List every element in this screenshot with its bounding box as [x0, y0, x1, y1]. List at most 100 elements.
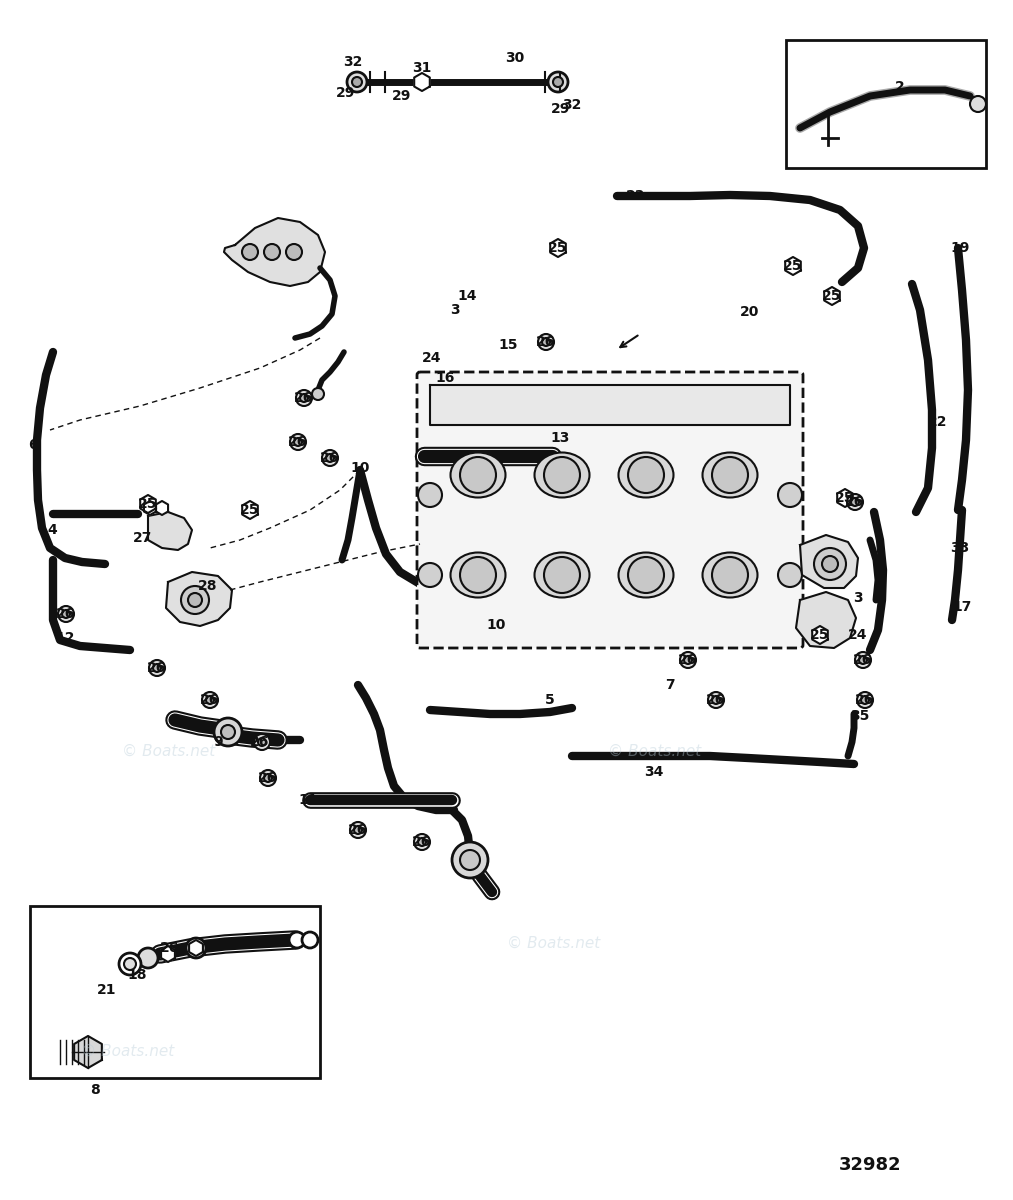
- Polygon shape: [161, 946, 175, 962]
- Circle shape: [350, 822, 366, 838]
- Circle shape: [708, 692, 724, 708]
- Ellipse shape: [451, 452, 505, 498]
- Circle shape: [138, 948, 158, 968]
- Text: 23: 23: [626, 188, 645, 203]
- Text: 25: 25: [836, 491, 855, 505]
- Text: 26: 26: [320, 451, 339, 464]
- Text: 26: 26: [706, 692, 725, 707]
- Text: 5: 5: [545, 692, 555, 707]
- Text: 29: 29: [392, 89, 411, 103]
- Polygon shape: [550, 239, 566, 257]
- Text: 30: 30: [505, 50, 525, 65]
- Text: 27: 27: [134, 530, 153, 545]
- Text: 18: 18: [128, 968, 147, 982]
- Circle shape: [62, 610, 70, 618]
- Text: 2: 2: [895, 80, 905, 94]
- Text: 26: 26: [201, 692, 220, 707]
- Text: 24: 24: [422, 350, 442, 365]
- Circle shape: [254, 734, 270, 750]
- Circle shape: [553, 77, 563, 86]
- Text: 7: 7: [666, 678, 675, 692]
- Text: 17: 17: [952, 600, 971, 614]
- Text: 4: 4: [48, 523, 57, 538]
- Text: 26: 26: [57, 607, 76, 622]
- Text: 29: 29: [336, 86, 356, 100]
- Circle shape: [260, 770, 276, 786]
- Text: 13: 13: [550, 431, 569, 445]
- Text: 24: 24: [848, 628, 868, 642]
- Circle shape: [149, 660, 165, 676]
- Text: 26: 26: [250, 734, 269, 749]
- Circle shape: [418, 838, 426, 846]
- Text: 29: 29: [551, 102, 570, 116]
- Circle shape: [414, 834, 430, 850]
- Circle shape: [851, 498, 859, 506]
- Polygon shape: [156, 502, 168, 515]
- Ellipse shape: [535, 452, 590, 498]
- Circle shape: [680, 652, 696, 668]
- Polygon shape: [148, 512, 192, 550]
- Text: 10: 10: [350, 461, 370, 475]
- Polygon shape: [812, 626, 828, 644]
- Text: 20: 20: [741, 305, 760, 319]
- Polygon shape: [414, 73, 430, 91]
- Circle shape: [322, 450, 338, 466]
- Circle shape: [206, 696, 214, 704]
- Circle shape: [538, 334, 554, 350]
- Text: 16: 16: [436, 371, 455, 385]
- Text: 6: 6: [28, 438, 37, 452]
- Circle shape: [221, 725, 235, 739]
- Polygon shape: [796, 592, 856, 648]
- Circle shape: [58, 606, 74, 622]
- Circle shape: [290, 434, 306, 450]
- Text: 31: 31: [412, 61, 432, 74]
- Ellipse shape: [535, 552, 590, 598]
- Circle shape: [814, 548, 846, 580]
- Ellipse shape: [702, 552, 758, 598]
- Circle shape: [418, 482, 442, 506]
- Circle shape: [119, 953, 141, 974]
- Text: 26: 26: [295, 391, 314, 404]
- Circle shape: [162, 940, 178, 956]
- Text: © Boats.net: © Boats.net: [122, 744, 215, 758]
- Text: 26: 26: [679, 653, 698, 667]
- Circle shape: [548, 72, 568, 92]
- Circle shape: [855, 652, 871, 668]
- Circle shape: [778, 563, 802, 587]
- Circle shape: [712, 457, 748, 493]
- Text: © Boats.net: © Boats.net: [81, 1044, 174, 1058]
- Circle shape: [452, 842, 488, 878]
- Circle shape: [861, 696, 869, 704]
- Circle shape: [312, 388, 324, 400]
- Polygon shape: [166, 572, 232, 626]
- Circle shape: [264, 774, 272, 782]
- Circle shape: [289, 932, 305, 948]
- Circle shape: [296, 390, 312, 406]
- Circle shape: [294, 438, 302, 446]
- Circle shape: [186, 938, 206, 958]
- Text: 1: 1: [875, 548, 885, 562]
- Text: 22: 22: [928, 415, 948, 428]
- Text: 32982: 32982: [839, 1156, 902, 1174]
- Polygon shape: [430, 385, 790, 425]
- Circle shape: [124, 958, 136, 970]
- Text: 25: 25: [138, 497, 158, 511]
- Text: 26: 26: [258, 770, 278, 785]
- Text: 26: 26: [855, 692, 874, 707]
- Text: 25: 25: [810, 628, 830, 642]
- Text: 26: 26: [845, 494, 865, 509]
- Circle shape: [188, 593, 202, 607]
- Circle shape: [712, 696, 720, 704]
- Circle shape: [822, 556, 838, 572]
- Polygon shape: [800, 535, 858, 588]
- Circle shape: [326, 454, 334, 462]
- Polygon shape: [242, 502, 257, 518]
- Polygon shape: [189, 940, 203, 956]
- Text: 26: 26: [160, 941, 179, 955]
- Circle shape: [857, 692, 873, 708]
- Ellipse shape: [619, 452, 674, 498]
- Ellipse shape: [619, 552, 674, 598]
- Circle shape: [970, 96, 986, 112]
- Circle shape: [628, 557, 664, 593]
- Circle shape: [354, 826, 362, 834]
